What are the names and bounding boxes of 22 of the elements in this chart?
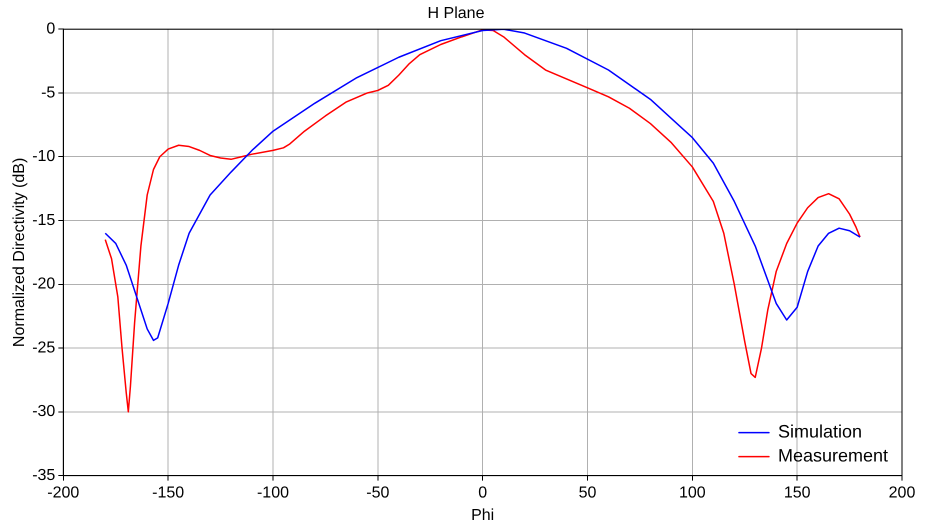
chart-title: H Plane: [428, 5, 485, 22]
x-tick-label: -200: [47, 484, 80, 502]
y-tick-label: 0: [46, 20, 56, 38]
y-tick-label: -35: [32, 467, 56, 484]
y-tick-label: -20: [32, 276, 56, 293]
y-tick-label: -5: [41, 84, 56, 102]
x-tick-label: -50: [366, 484, 390, 502]
x-tick-label: 150: [784, 484, 811, 502]
x-tick-label: 50: [578, 484, 596, 502]
y-axis-title: Normalized Directivity (dB): [11, 158, 28, 348]
x-axis-title: Phi: [471, 506, 494, 524]
y-tick-label: -15: [32, 212, 56, 229]
x-tick-label: 200: [888, 484, 916, 502]
x-tick-label: -150: [152, 484, 184, 502]
x-tick-label: 100: [678, 484, 706, 502]
y-tick-label: -30: [32, 403, 56, 420]
legend-label: Measurement: [778, 446, 888, 466]
y-tick-label: -25: [32, 339, 56, 356]
x-tick-label: -100: [256, 484, 290, 502]
y-tick-label: -10: [32, 148, 56, 166]
legend-label: Simulation: [778, 422, 862, 442]
x-tick-label: 0: [478, 484, 488, 502]
